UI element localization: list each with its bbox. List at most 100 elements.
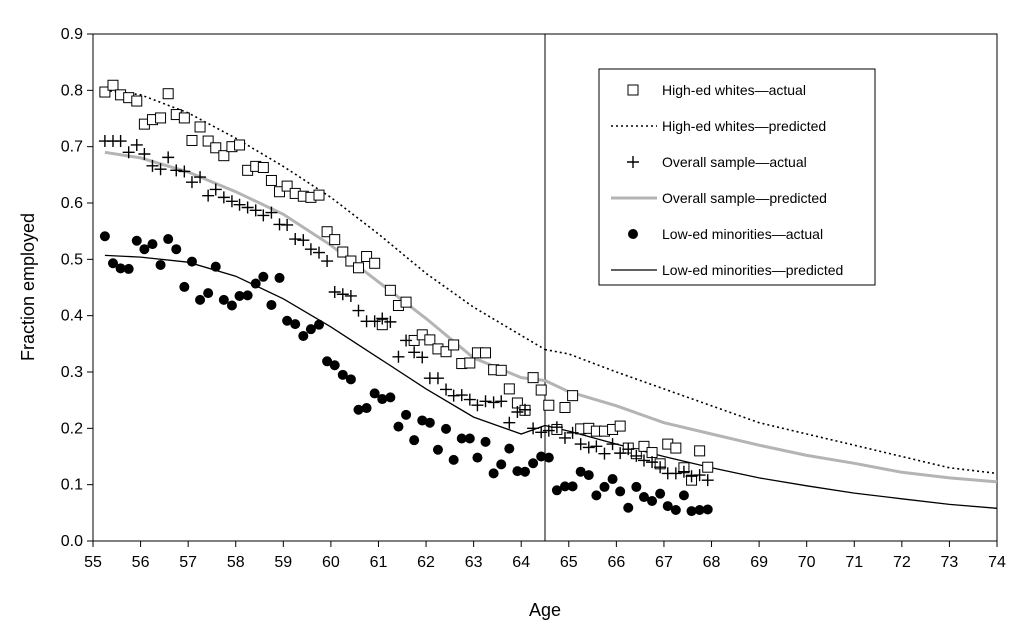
data-point-series-0 [155,112,167,124]
data-point-series-4 [496,459,507,470]
data-point-series-0 [265,174,277,186]
data-point-series-2 [558,431,571,444]
data-point-series-4 [147,239,158,250]
data-point-series-4 [369,388,380,399]
data-point-series-4 [655,488,666,499]
data-point-series-2 [313,246,325,259]
data-point-series-2 [503,416,516,429]
data-point-series-0 [210,142,222,154]
data-point-series-0 [345,255,357,267]
data-point-series-2 [336,288,349,301]
x-axis-title: Age [529,600,561,620]
data-point-series-4 [662,501,673,512]
data-point-series-4 [361,403,372,414]
data-point-series-4 [456,433,467,444]
data-point-series-4 [115,263,126,274]
data-point-series-2 [265,206,278,219]
x-tick-label: 69 [750,554,768,571]
data-point-series-2 [281,218,294,231]
data-point-series-2 [392,350,405,363]
data-point-series-4 [314,319,324,330]
data-point-series-2 [162,151,175,164]
x-tick-label: 60 [322,554,340,571]
data-point-series-2 [646,456,659,469]
data-point-series-0 [503,383,515,395]
data-point-series-2 [542,424,555,437]
data-point-series-4 [670,505,681,516]
data-point-series-0 [321,226,333,238]
legend-label: Low-ed minorities—actual [662,226,823,242]
data-point-series-4 [322,356,333,367]
data-point-series-4 [210,261,221,272]
data-point-series-0 [131,95,143,107]
data-point-series-2 [463,393,476,406]
x-tick-label: 68 [703,554,721,571]
data-point-series-2 [400,334,413,347]
data-point-series-0 [384,284,396,296]
data-point-series-2 [566,426,579,439]
data-point-series-2 [495,395,508,408]
data-point-series-0 [440,346,452,358]
data-point-series-0 [162,88,174,100]
data-point-series-0 [274,186,286,198]
data-point-series-2 [535,426,548,439]
y-axis-title: Fraction employed [18,213,38,361]
y-tick-label: 0.3 [61,364,83,381]
data-point-series-2 [574,438,587,451]
data-point-series-2 [233,198,246,211]
x-tick-label: 67 [655,554,673,571]
data-point-series-4 [551,485,562,496]
data-point-series-2 [122,146,135,159]
x-tick-label: 62 [417,554,435,571]
legend-marker-symbol [628,229,638,239]
y-tick-label: 0.4 [61,308,83,325]
data-point-series-4 [250,278,261,289]
x-tick-label: 57 [179,554,197,571]
data-point-series-2 [368,315,381,328]
x-tick-label: 58 [227,554,245,571]
data-point-series-4 [631,481,642,492]
data-point-series-4 [543,452,554,463]
data-point-series-4 [599,481,610,492]
data-point-series-4 [472,452,483,463]
data-point-series-4 [638,492,649,503]
data-point-series-4 [385,392,396,403]
data-point-series-2 [138,147,151,160]
data-point-series-0 [313,189,325,201]
data-point-series-4 [99,231,110,242]
data-point-series-2 [352,304,365,317]
data-point-series-4 [512,466,523,477]
data-point-series-4 [559,481,570,492]
x-tick-label: 70 [798,554,816,571]
data-point-series-4 [480,436,491,447]
data-point-series-4 [615,486,626,497]
data-point-series-2 [654,461,667,474]
data-point-series-2 [598,447,611,460]
data-point-series-2 [304,243,317,256]
data-point-series-2 [217,191,230,204]
x-tick-label: 56 [132,554,150,571]
data-point-series-4 [195,294,206,305]
data-point-series-4 [520,466,531,477]
data-point-series-2 [130,138,143,151]
data-point-series-4 [591,490,602,501]
data-point-series-2 [289,233,302,246]
data-point-series-2 [249,204,262,217]
data-point-series-4 [393,421,404,432]
data-point-series-4 [266,299,277,310]
data-point-series-4 [441,423,452,434]
data-point-series-0 [527,372,539,384]
series-line-3 [544,379,998,484]
data-point-series-2 [685,470,698,483]
data-point-series-4 [179,281,190,292]
x-tick-label: 65 [560,554,578,571]
data-point-series-2 [241,201,254,214]
x-tick-label: 64 [512,554,530,571]
data-point-series-0 [178,112,190,124]
data-point-series-0 [702,461,714,473]
data-point-series-2 [455,389,468,402]
data-point-series-2 [321,255,334,268]
data-point-series-0 [424,334,436,346]
data-point-series-0 [369,257,381,269]
